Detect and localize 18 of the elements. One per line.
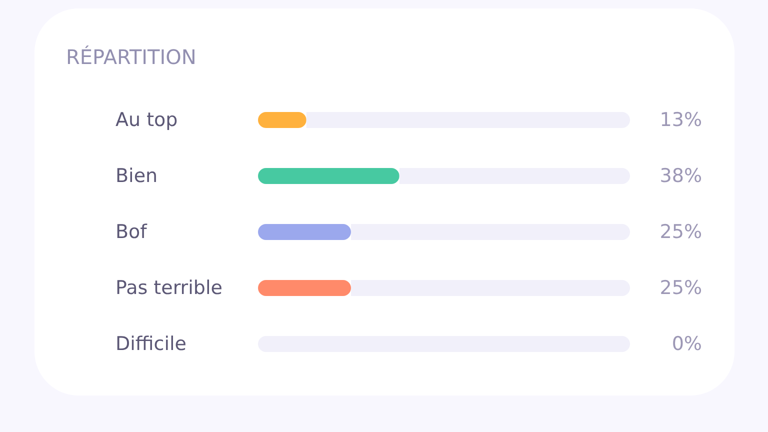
bar	[399, 168, 630, 184]
data-label: 0%	[672, 333, 702, 355]
bar	[351, 280, 630, 296]
bar	[306, 112, 630, 128]
data-label: 13%	[660, 109, 702, 131]
y-tick-label: Bien	[116, 165, 158, 187]
chart-title: RÉPARTITION	[66, 45, 196, 69]
y-tick-label: Bof	[116, 221, 148, 243]
bar	[258, 280, 351, 296]
y-tick-label: Au top	[116, 109, 178, 131]
bar	[351, 224, 630, 240]
data-label: 25%	[660, 221, 702, 243]
data-label: 38%	[660, 165, 702, 187]
bar	[258, 224, 351, 240]
y-tick-label: Difficile	[116, 333, 186, 355]
y-tick-label: Pas terrible	[116, 277, 222, 299]
data-label: 25%	[660, 277, 702, 299]
bar	[258, 168, 400, 184]
